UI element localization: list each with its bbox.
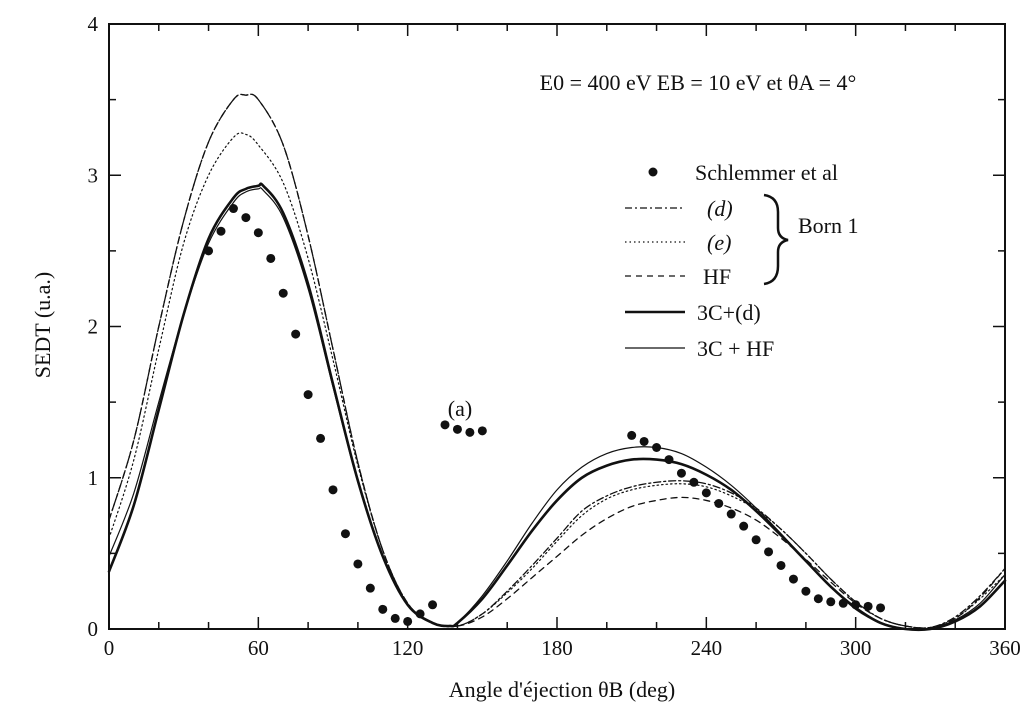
data-point	[353, 559, 363, 569]
data-point	[776, 560, 786, 570]
data-point	[303, 390, 313, 400]
data-point	[440, 420, 450, 430]
y-tick-label: 1	[88, 466, 99, 490]
data-point	[477, 426, 487, 436]
data-point	[415, 609, 425, 619]
series-line-4	[107, 182, 1007, 632]
data-point	[266, 253, 276, 263]
y-tick-label: 3	[88, 163, 99, 187]
x-tick-label: 300	[840, 636, 872, 660]
data-point	[764, 547, 774, 557]
data-point	[452, 424, 462, 434]
legend: Schlemmer et al (d) (e) HF Born 1 3C+(d)…	[625, 160, 859, 361]
data-point	[801, 586, 811, 596]
panel-label: (a)	[448, 396, 472, 421]
data-point	[689, 477, 699, 487]
data-point	[390, 613, 400, 623]
data-point	[876, 603, 886, 613]
data-point	[328, 485, 338, 495]
y-tick-label: 2	[88, 315, 99, 339]
data-point	[340, 529, 350, 539]
series-line-3	[108, 93, 1006, 629]
data-point	[378, 604, 388, 614]
series-layer	[107, 93, 1007, 632]
data-point	[204, 246, 214, 256]
conditions-annotation: E0 = 400 eV EB = 10 eV et θA = 4°	[540, 70, 857, 95]
x-tick-label: 60	[248, 636, 269, 660]
x-tick-label: 0	[104, 636, 115, 660]
data-point	[863, 601, 873, 611]
data-point	[627, 430, 637, 440]
x-tick-label: 120	[392, 636, 424, 660]
data-point	[241, 213, 251, 223]
data-point	[428, 600, 438, 610]
data-point	[701, 488, 711, 498]
data-point	[826, 597, 836, 607]
data-point	[278, 288, 288, 298]
data-point	[465, 427, 475, 437]
y-axis-label: SEDT (u.a.)	[30, 272, 55, 379]
legend-label-hf: HF	[703, 264, 731, 289]
series-line-1	[108, 93, 1006, 629]
data-point	[316, 433, 326, 443]
legend-label-d: (d)	[707, 196, 733, 221]
data-point	[714, 498, 724, 508]
legend-label-e: (e)	[707, 230, 731, 255]
data-point	[751, 535, 761, 545]
x-tick-label: 240	[691, 636, 723, 660]
legend-label-3chf: 3C + HF	[697, 336, 774, 361]
x-tick-label: 180	[541, 636, 573, 660]
marker-layer	[204, 204, 886, 626]
data-point	[739, 521, 749, 531]
legend-label-3cd: 3C+(d)	[697, 300, 761, 325]
data-point	[838, 598, 848, 608]
data-point	[365, 583, 375, 593]
tick-layer: 0 60 120 180 240 300 360 0 1 2 3 4	[88, 12, 1021, 660]
data-point	[291, 329, 301, 339]
series-line-2	[108, 132, 1006, 629]
series-line-5	[108, 187, 1006, 631]
legend-marker-exp	[648, 167, 658, 177]
legend-label-exp: Schlemmer et al	[695, 160, 838, 185]
data-point	[652, 443, 662, 452]
data-point	[664, 455, 674, 465]
x-axis-label: Angle d'éjection θB (deg)	[449, 677, 676, 702]
data-point	[726, 509, 736, 519]
y-tick-label: 4	[88, 12, 99, 36]
data-point	[676, 468, 686, 478]
data-point	[851, 600, 861, 610]
legend-bracket-label: Born 1	[798, 213, 859, 238]
data-point	[639, 436, 649, 446]
data-point	[228, 204, 238, 214]
legend-bracket	[763, 193, 789, 286]
x-tick-label: 360	[989, 636, 1021, 660]
data-point	[813, 594, 823, 604]
data-point	[216, 226, 226, 236]
y-tick-label: 0	[88, 617, 99, 641]
data-point	[788, 574, 798, 584]
data-point	[253, 228, 263, 238]
